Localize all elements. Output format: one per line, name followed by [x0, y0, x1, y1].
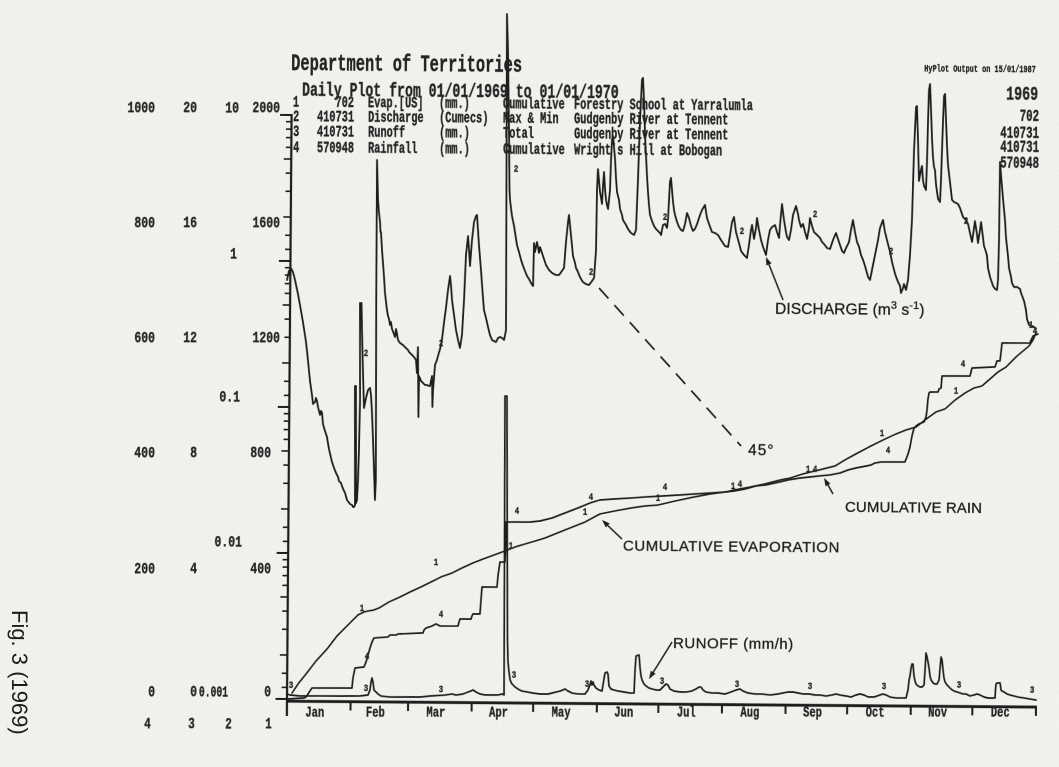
- svg-text:Fig. 3 (1969): Fig. 3 (1969): [7, 610, 32, 735]
